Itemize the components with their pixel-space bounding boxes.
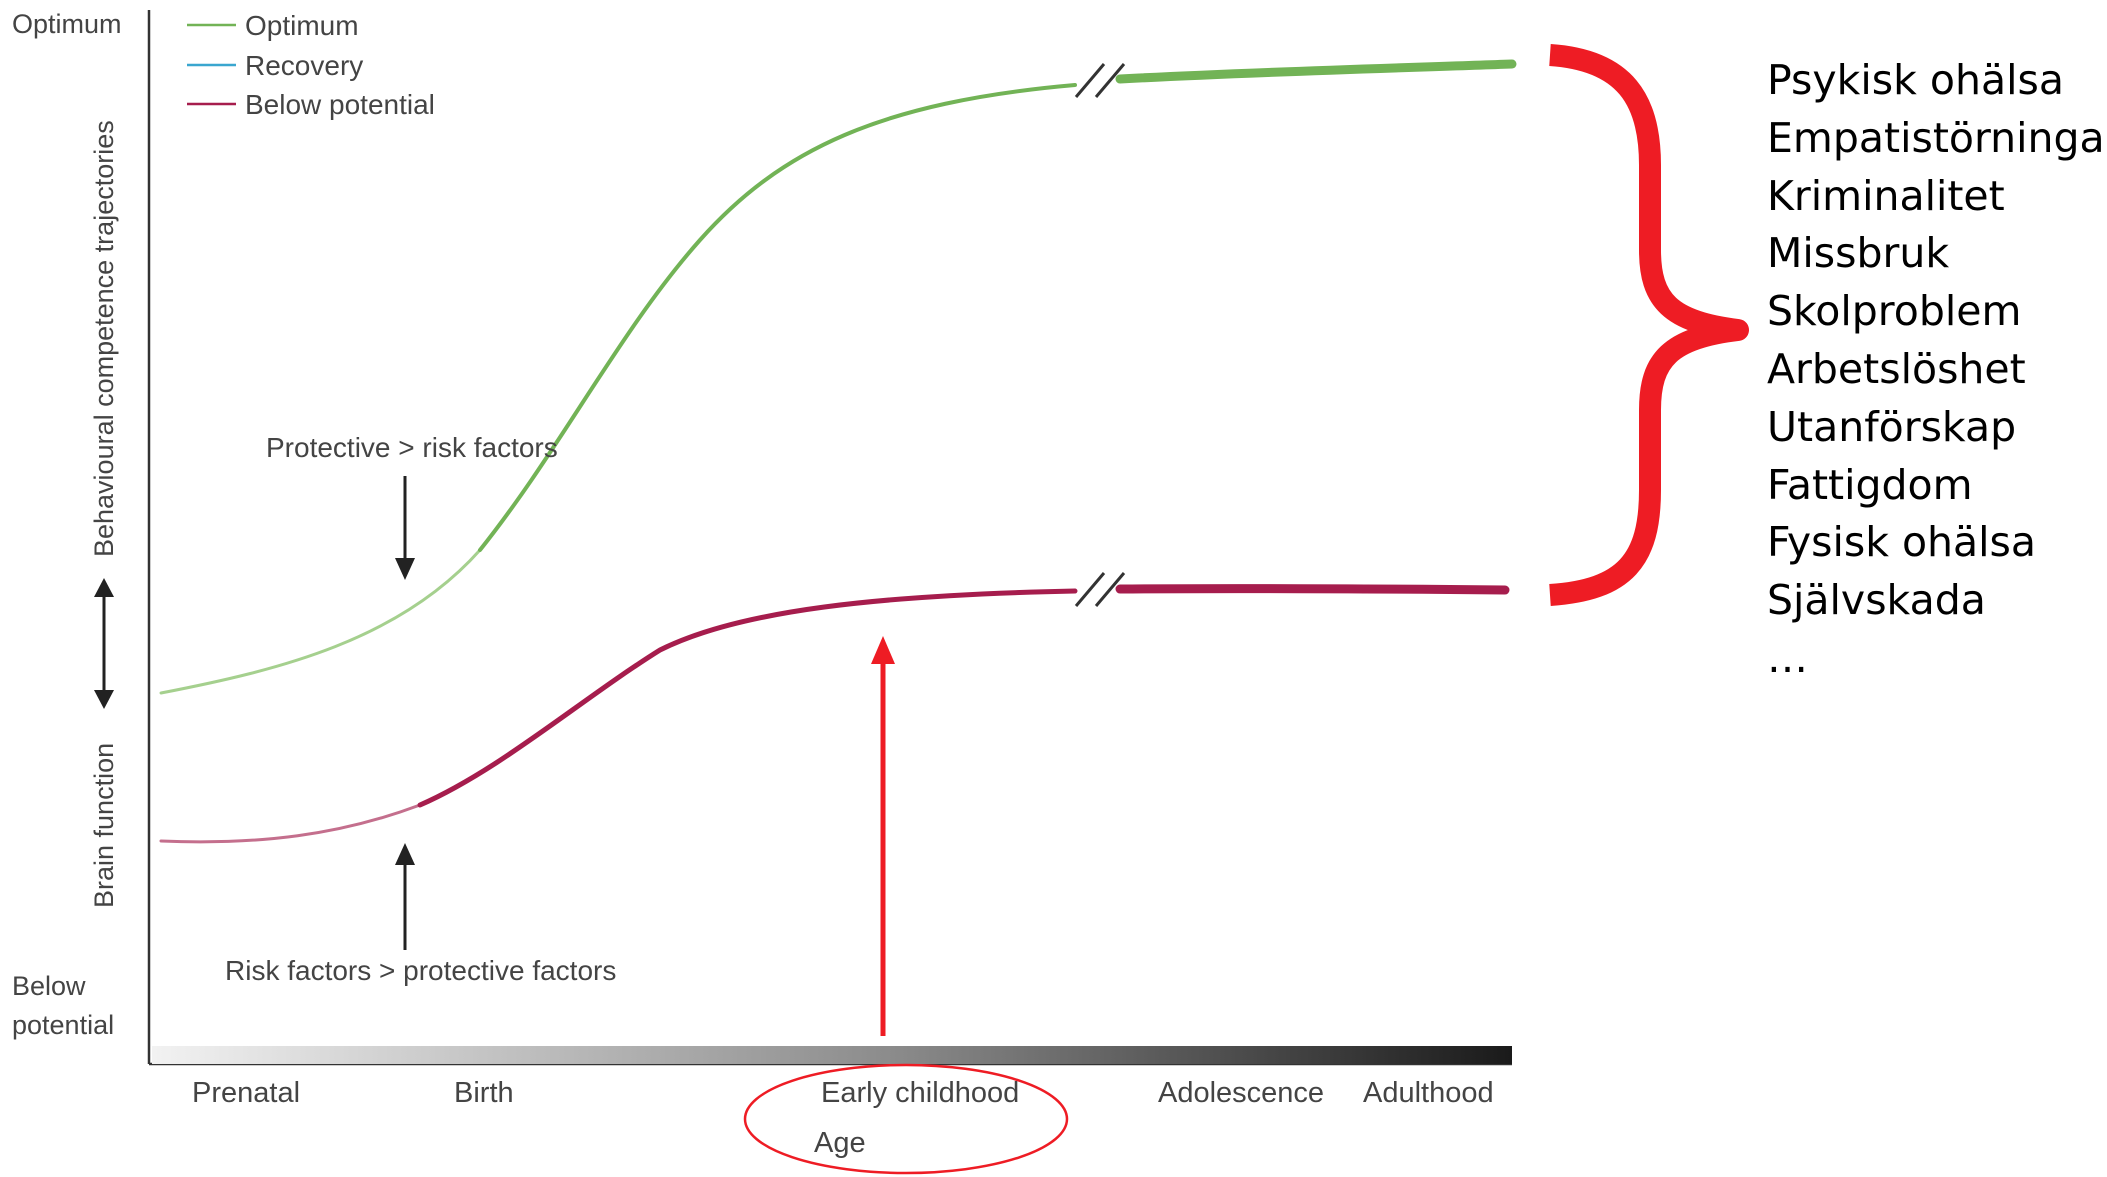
axis-break-marker-upper	[1074, 63, 1126, 98]
y-axis-lower-vertical-label: Brain function	[89, 743, 119, 908]
x-axis-title: Age	[814, 1127, 866, 1159]
legend-label-recovery: Recovery	[245, 50, 363, 81]
below-potential-curve	[159, 584, 1510, 844]
outcome-item: Arbetslöshet	[1767, 344, 2026, 393]
stage-label-adolescence: Adolescence	[1158, 1077, 1324, 1109]
outcome-item: Fattigdom	[1767, 460, 1973, 509]
legend: Optimum Recovery Below potential	[187, 10, 435, 120]
down-arrow-icon	[395, 476, 415, 580]
outcome-item: Missbruk	[1767, 229, 1950, 278]
axis-break-marker-lower	[1074, 572, 1126, 607]
outcomes-list: Psykisk ohälsa Empatistörningar Kriminal…	[1767, 52, 2107, 688]
curly-brace-icon	[1549, 44, 1749, 606]
outcome-item: …	[1767, 633, 1808, 682]
double-arrow-icon	[94, 578, 114, 709]
y-axis-upper-vertical-label: Behavioural competence trajectories	[89, 120, 119, 557]
legend-label-below-potential: Below potential	[245, 89, 435, 120]
age-gradient-bar	[152, 1046, 1512, 1064]
outcome-item: Empatistörningar	[1767, 113, 2107, 162]
outcome-item: Utanförskap	[1767, 402, 2017, 451]
stage-label-early-childhood: Early childhood	[821, 1077, 1019, 1109]
stage-label-prenatal: Prenatal	[192, 1077, 300, 1109]
outcome-item: Självskada	[1767, 576, 1986, 625]
y-axis-bottom-label-line2: potential	[12, 1010, 114, 1040]
stage-label-adulthood: Adulthood	[1363, 1077, 1494, 1109]
outcome-item: Psykisk ohälsa	[1767, 56, 2064, 104]
outcome-item: Kriminalitet	[1767, 171, 2005, 220]
y-axis-bottom-label-line1: Below	[12, 971, 86, 1001]
highlight-arrow-icon	[871, 636, 895, 1036]
protective-factors-annotation: Protective > risk factors	[266, 432, 558, 463]
risk-factors-annotation: Risk factors > protective factors	[225, 955, 616, 986]
y-axis-top-label: Optimum	[12, 9, 122, 39]
stage-label-birth: Birth	[454, 1077, 514, 1109]
optimum-curve	[159, 59, 1517, 695]
outcome-item: Fysisk ohälsa	[1767, 518, 2037, 567]
highlight-ellipse	[743, 1063, 1069, 1175]
legend-label-optimum: Optimum	[245, 10, 359, 41]
up-arrow-icon	[395, 843, 415, 950]
outcome-item: Skolproblem	[1767, 287, 2022, 336]
